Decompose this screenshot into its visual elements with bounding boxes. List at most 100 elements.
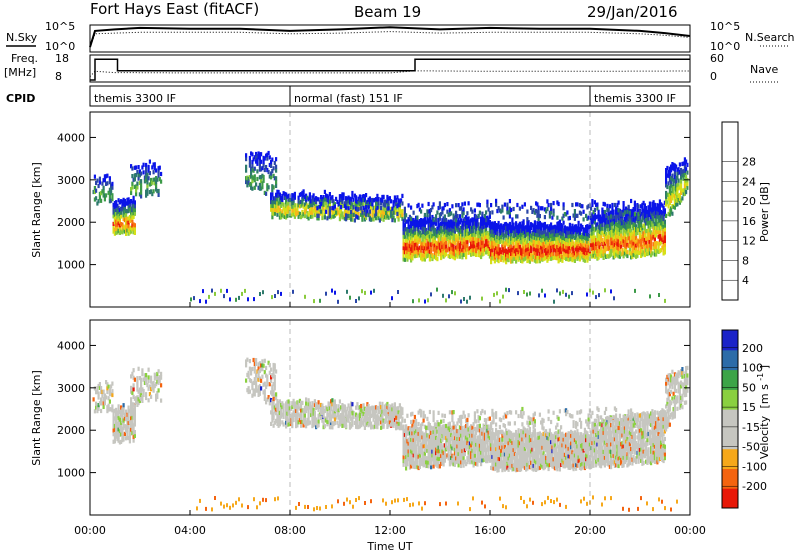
power-cell (668, 185, 671, 190)
velocity-cell (333, 407, 336, 412)
velocity-cell (417, 446, 420, 451)
velocity-cell (422, 459, 425, 464)
power-cell (512, 245, 515, 250)
velocity-cell (291, 420, 294, 425)
velocity-cell (403, 459, 406, 464)
velocity-cell (467, 454, 470, 459)
velocity-cell (457, 436, 460, 441)
power-cell (642, 223, 645, 228)
power-cell (421, 203, 424, 208)
power-cell (510, 236, 513, 241)
velocity-cell (413, 426, 416, 431)
power-cell (592, 210, 595, 215)
power-cell (598, 229, 601, 234)
power-cell (650, 230, 653, 235)
power-cell (483, 232, 486, 237)
power-cell (271, 215, 274, 220)
power-cell (465, 228, 468, 233)
velocity-cell (282, 403, 285, 408)
power-cell (557, 232, 560, 237)
power-cell (443, 202, 446, 208)
power-cell (680, 171, 683, 176)
velocity-cell (132, 394, 135, 399)
power-cell (443, 234, 446, 239)
power-cell (142, 162, 145, 167)
power-cell (620, 240, 623, 245)
power-cell (456, 235, 459, 240)
power-cell (608, 215, 611, 220)
velocity-cell (442, 450, 445, 456)
power-cell (435, 229, 438, 234)
power-cell (678, 185, 681, 190)
power-cell (123, 225, 126, 230)
power-cell (391, 218, 394, 223)
power-cell (540, 226, 543, 231)
velocity-cell (338, 422, 341, 427)
velocity-cell (410, 460, 413, 465)
power-cell (268, 174, 271, 179)
power-cell (663, 246, 666, 251)
power-cell (416, 245, 419, 251)
velocity-cell (450, 436, 453, 441)
power-cell (477, 229, 480, 235)
power-cell (123, 214, 126, 219)
velocity-cell (465, 446, 468, 451)
power-cell (480, 247, 483, 252)
velocity-cell (417, 431, 420, 436)
power-cell (367, 197, 370, 202)
power-cell (371, 213, 374, 218)
power-cell (397, 217, 400, 222)
power-cell (387, 215, 390, 220)
power-cell (586, 250, 589, 255)
velocity-cell (271, 392, 274, 397)
power-cell (667, 211, 670, 217)
power-cell (558, 242, 561, 247)
power-cell (355, 299, 357, 303)
power-cell (533, 243, 536, 248)
power-cell (648, 251, 651, 256)
velocity-cell (122, 422, 125, 427)
power-cell (433, 250, 436, 255)
power-cell (585, 247, 588, 252)
power-cell (245, 179, 248, 185)
power-cell (415, 250, 418, 255)
velocity-cell (307, 405, 310, 410)
power-cell (505, 287, 507, 292)
power-cell (108, 195, 111, 200)
velocity-cell (428, 438, 431, 443)
power-cell (496, 250, 499, 255)
power-cell (501, 208, 504, 213)
power-cell (545, 247, 548, 252)
power-cell (530, 222, 533, 227)
power-cell (627, 220, 630, 225)
power-cell (631, 235, 634, 240)
velocity-cell (252, 380, 255, 385)
velocity-cell (287, 418, 290, 423)
power-cell (487, 217, 490, 222)
power-cell (427, 218, 430, 223)
power-cell (621, 224, 624, 230)
power-cell (520, 247, 523, 252)
power-cell (612, 232, 615, 237)
power-cell (412, 233, 415, 238)
power-cell (628, 232, 631, 237)
power-cell (538, 240, 541, 245)
power-cell (546, 258, 549, 263)
power-cell (470, 218, 473, 223)
power-cell (295, 208, 298, 213)
power-cell (652, 219, 655, 224)
power-cell (662, 247, 665, 252)
power-cell (273, 176, 276, 181)
velocity-cell (100, 397, 103, 402)
power-cell (585, 255, 588, 260)
power-cell (613, 254, 616, 259)
velocity-cell (442, 431, 445, 436)
velocity-cell (373, 409, 376, 414)
power-cell (600, 234, 603, 239)
power-cell (590, 220, 593, 225)
power-cell (285, 211, 288, 216)
velocity-cell (425, 444, 428, 449)
power-cell (631, 239, 634, 244)
power-cell (652, 223, 655, 228)
velocity-cell (447, 456, 450, 461)
